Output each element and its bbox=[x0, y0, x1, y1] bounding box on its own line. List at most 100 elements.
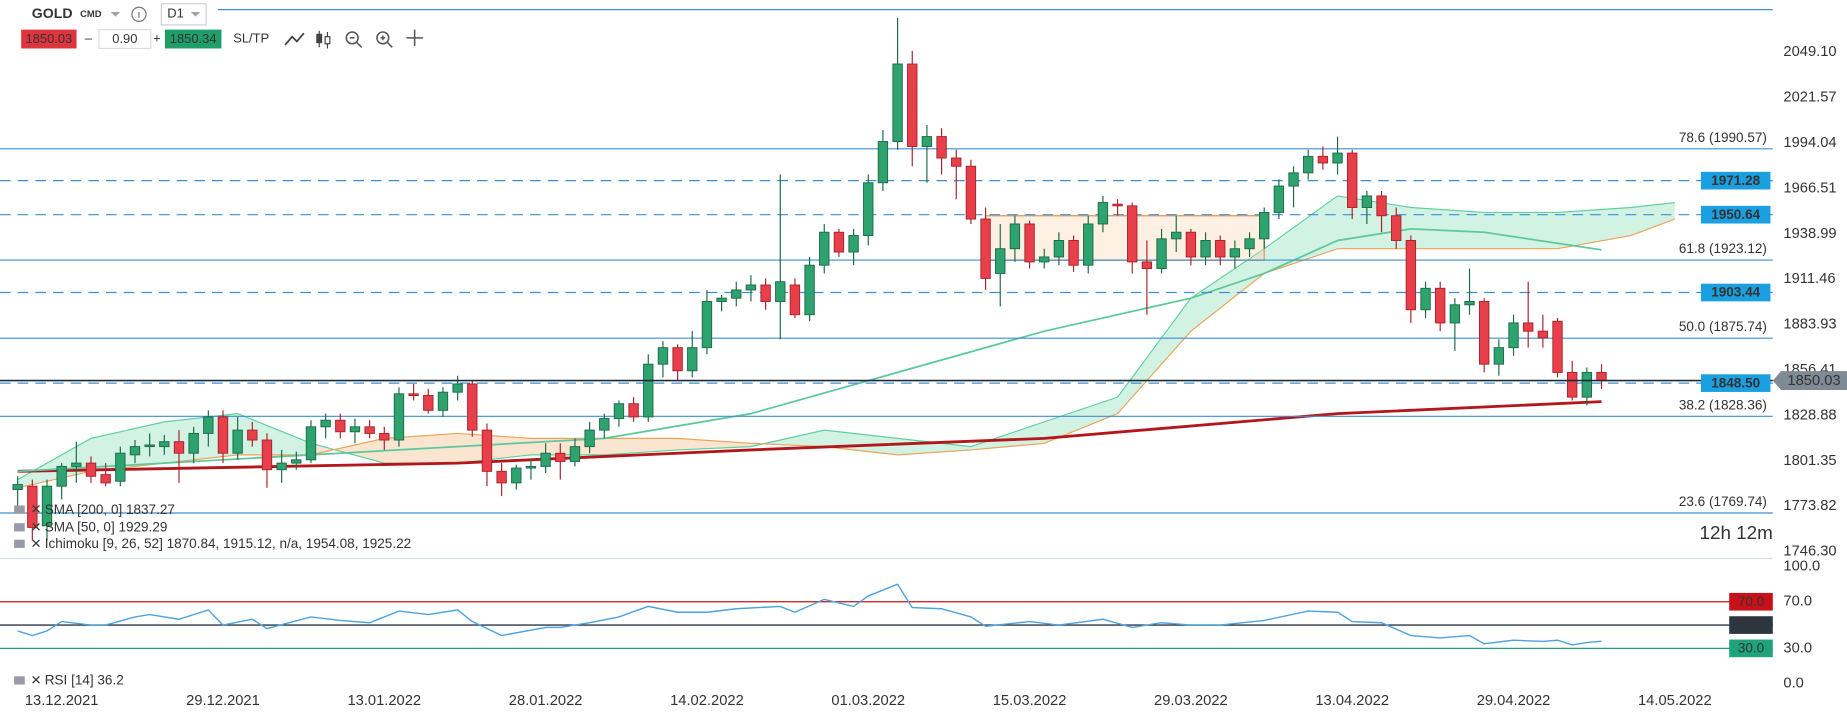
candle-body bbox=[144, 444, 155, 448]
legend-rsi: RSI [14] 36.2 bbox=[45, 673, 124, 688]
candle-body bbox=[71, 462, 82, 467]
cloud-segment bbox=[237, 413, 311, 455]
candle-body bbox=[848, 235, 859, 253]
candle-body bbox=[1039, 256, 1050, 263]
dropdown-arrow[interactable] bbox=[110, 11, 121, 17]
candle-body bbox=[1009, 223, 1021, 250]
candle-body bbox=[115, 452, 126, 482]
symbol[interactable]: GOLD bbox=[32, 5, 73, 21]
x-tick-label: 29.03.2022 bbox=[1154, 693, 1228, 709]
x-tick-label: 13.12.2021 bbox=[25, 693, 99, 709]
price-level-label: 1848.50 bbox=[1711, 375, 1760, 390]
price-level-box bbox=[1700, 374, 1771, 392]
y-tick-label: 1938.99 bbox=[1783, 226, 1836, 242]
candle-body bbox=[85, 462, 97, 477]
candle-body bbox=[247, 429, 258, 441]
sltp-button[interactable]: SL/TP bbox=[233, 30, 269, 45]
candle-body bbox=[437, 391, 449, 411]
timeframe: D1 bbox=[167, 6, 184, 21]
x-tick-label: 14.05.2022 bbox=[1638, 693, 1712, 709]
candle-body bbox=[1479, 301, 1490, 365]
price-level-box bbox=[1700, 205, 1771, 224]
candle-body bbox=[173, 441, 185, 454]
legend-close[interactable]: ✕ bbox=[31, 536, 42, 551]
y-tick-label: 1801.35 bbox=[1783, 453, 1836, 469]
candle-body bbox=[1068, 240, 1079, 266]
ask-price: 1850.34 bbox=[170, 31, 217, 46]
rsi-level-label: 50.0 bbox=[1738, 617, 1764, 632]
candle-body bbox=[731, 289, 742, 299]
candle-body bbox=[863, 182, 874, 236]
timeframe-select[interactable] bbox=[160, 3, 207, 26]
legend-close[interactable]: ✕ bbox=[31, 672, 42, 687]
candle-body bbox=[1317, 155, 1329, 164]
candle-body bbox=[129, 446, 141, 456]
candle-body bbox=[643, 363, 654, 418]
candle-body bbox=[1112, 203, 1123, 207]
cloud-segment bbox=[1410, 207, 1485, 249]
candle-body bbox=[1420, 287, 1431, 311]
move-icon[interactable] bbox=[406, 29, 423, 47]
candle-body bbox=[1273, 185, 1285, 213]
toolbar: GOLD CMD D1 1850.03 – 0.90 + 1850.34 SL/… bbox=[0, 0, 423, 50]
candle-body bbox=[1083, 223, 1094, 266]
candle-body bbox=[1405, 240, 1417, 311]
minus[interactable]: – bbox=[85, 30, 93, 45]
candle-body bbox=[1596, 371, 1607, 382]
rsi-level-box bbox=[1729, 616, 1773, 634]
candle-body bbox=[951, 157, 962, 167]
x-tick-label: 14.02.2022 bbox=[670, 693, 744, 709]
zoom-out-icon[interactable] bbox=[345, 31, 363, 48]
candle-body bbox=[100, 474, 111, 484]
candle-body bbox=[188, 432, 199, 454]
cloud-segment bbox=[1630, 202, 1675, 236]
sma-line bbox=[17, 228, 1602, 473]
candle-body bbox=[364, 426, 375, 434]
candle-body bbox=[1391, 215, 1402, 241]
candle-body bbox=[1581, 371, 1593, 398]
plus[interactable]: + bbox=[153, 30, 161, 45]
rsi-tick-label: 70.0 bbox=[1783, 594, 1812, 610]
candle-body bbox=[467, 383, 478, 431]
candle-body bbox=[1097, 202, 1109, 225]
candle-body bbox=[1435, 287, 1446, 324]
sma-line bbox=[17, 400, 1602, 473]
candle-body bbox=[1200, 240, 1211, 258]
info-icon[interactable] bbox=[131, 6, 147, 22]
candle-body bbox=[511, 467, 522, 484]
rsi-level-box bbox=[1729, 639, 1773, 658]
price-level-label: 1903.44 bbox=[1711, 285, 1760, 300]
legend-close[interactable]: ✕ bbox=[31, 519, 42, 534]
volume-input[interactable] bbox=[98, 29, 152, 50]
candle-body bbox=[276, 462, 287, 471]
candle-icon[interactable] bbox=[316, 30, 331, 49]
cloud-segment bbox=[1264, 195, 1338, 274]
candle-body bbox=[716, 297, 727, 302]
fib-label: 38.2 (1828.36) bbox=[1679, 397, 1767, 412]
cloud-segment bbox=[457, 433, 531, 464]
candle-body bbox=[1523, 322, 1534, 332]
candle-body bbox=[789, 284, 801, 316]
candle-body bbox=[1141, 261, 1153, 269]
ask-button[interactable] bbox=[164, 29, 222, 49]
line-chart-icon[interactable] bbox=[284, 32, 305, 46]
candle-body bbox=[56, 465, 67, 487]
fib-label: 23.6 (1769.74) bbox=[1679, 494, 1767, 509]
legend-icons bbox=[14, 505, 25, 685]
candle-body bbox=[613, 403, 625, 420]
plot bbox=[0, 17, 1773, 650]
legend-sma200: SMA [200, 0] 1837.27 bbox=[45, 502, 175, 517]
rsi-line bbox=[17, 583, 1602, 646]
cloud-segment bbox=[1117, 298, 1191, 414]
bid-button[interactable] bbox=[21, 29, 77, 49]
candle-body bbox=[217, 416, 229, 454]
legend: ✕ ✕ ✕ ✕ SMA [200, 0] 1837.27 SMA [50, 0]… bbox=[14, 502, 1773, 688]
legend-close[interactable]: ✕ bbox=[31, 502, 42, 517]
candle-body bbox=[628, 403, 639, 418]
candle-body bbox=[1024, 223, 1035, 263]
candle-body bbox=[232, 429, 243, 454]
candle-body bbox=[599, 418, 610, 431]
candle-body bbox=[305, 426, 317, 461]
zoom-in-icon[interactable] bbox=[376, 31, 393, 48]
y-tick-label: 1994.04 bbox=[1783, 135, 1836, 151]
